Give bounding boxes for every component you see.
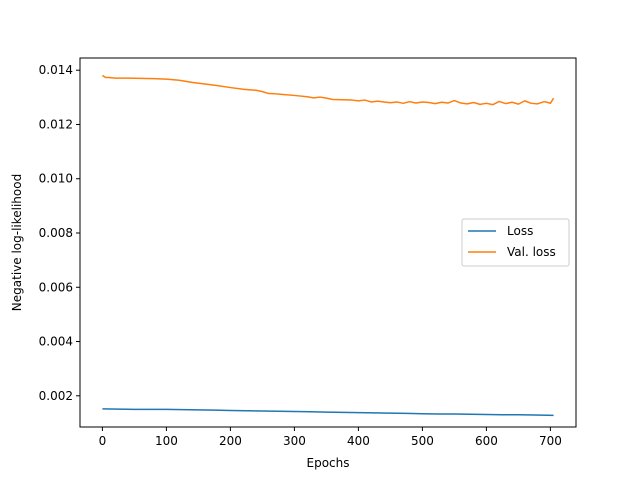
y-tick-label: 0.002 <box>39 389 73 403</box>
series-line-loss <box>102 408 554 417</box>
x-tick-label: 500 <box>411 434 434 448</box>
x-tick-label: 200 <box>219 434 242 448</box>
x-tick-label: 400 <box>347 434 370 448</box>
x-tick-label: 600 <box>475 434 498 448</box>
legend-label-loss: Loss <box>507 224 533 238</box>
x-tick-label: 700 <box>539 434 562 448</box>
y-tick-label: 0.006 <box>39 280 73 294</box>
x-tick-label: 0 <box>99 434 107 448</box>
legend-label-val-loss: Val. loss <box>507 245 556 259</box>
y-tick-label: 0.008 <box>39 226 73 240</box>
x-axis-label: Epochs <box>307 456 350 470</box>
x-axis: 0 100 200 300 400 500 600 700 <box>99 427 562 448</box>
y-axis-label: Negative log-likelihood <box>10 174 24 311</box>
series-line-val-loss <box>101 74 555 106</box>
y-tick-label: 0.004 <box>39 335 73 349</box>
y-tick-label: 0.010 <box>39 172 73 186</box>
y-tick-label: 0.012 <box>39 117 73 131</box>
x-tick-label: 100 <box>155 434 178 448</box>
x-tick-label: 300 <box>283 434 306 448</box>
y-tick-label: 0.014 <box>39 63 73 77</box>
series-layer <box>101 74 555 417</box>
plot-frame <box>79 57 577 428</box>
y-axis: 0.002 0.004 0.006 0.008 0.010 0.012 0.014 <box>39 63 80 403</box>
legend: Loss Val. loss <box>461 218 570 267</box>
